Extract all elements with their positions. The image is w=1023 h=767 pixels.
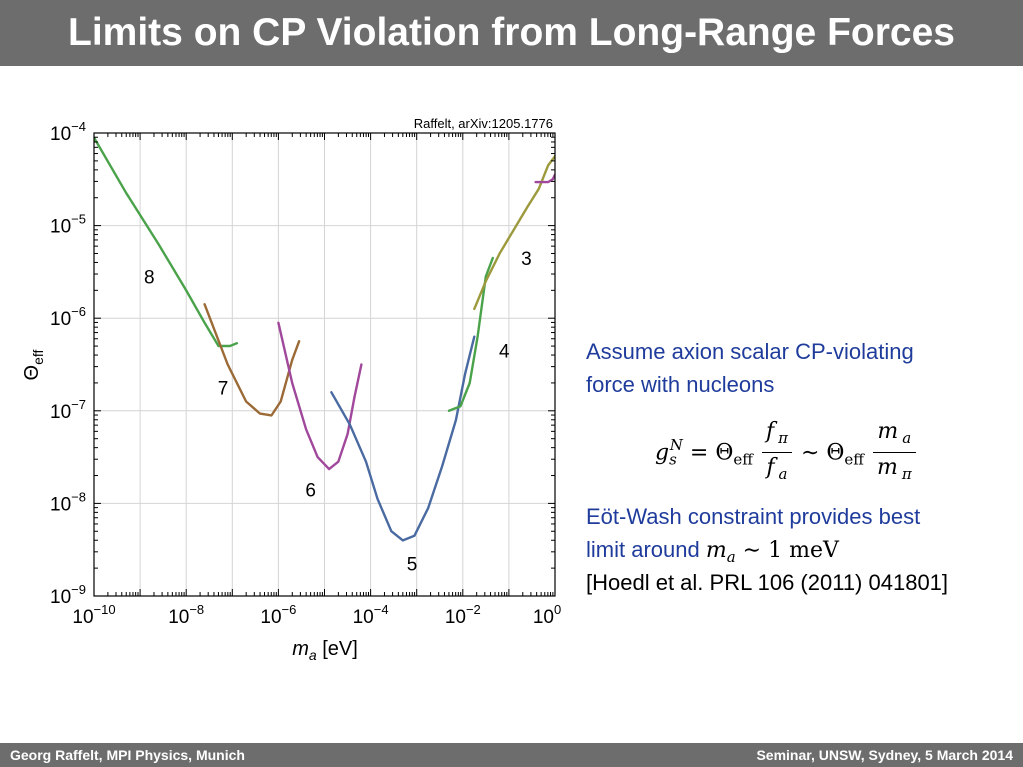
- x-tick-label: 10−4: [353, 602, 389, 628]
- assumption-line-2: force with nucleons: [586, 372, 775, 397]
- assumption-line-1: Assume axion scalar CP-violating: [586, 339, 914, 364]
- chart-source-label: Raffelt, arXiv:1205.1776: [414, 116, 553, 131]
- assumption-text: Assume axion scalar CP-violating force w…: [586, 335, 914, 401]
- x-tick-label: 10−6: [260, 602, 296, 628]
- y-axis-symbol: Θ: [21, 365, 43, 381]
- y-tick-label: 10−5: [50, 212, 86, 238]
- y-tick-label: 10−4: [50, 119, 86, 145]
- series-line-5: [330, 335, 476, 542]
- ma-meV: ma ∼ 1 meV: [705, 538, 839, 566]
- chart-labels: 10−10 10−8 10−6 10−4 10−2 100 10−4 10−5 10−6 10−7…: [50, 119, 561, 628]
- y-axis-label: Θeff: [21, 349, 46, 380]
- y-tick-label: 10−6: [50, 304, 86, 330]
- eotwash-line-2: limit around: [586, 537, 700, 562]
- eotwash-line-1: Eöt-Wash constraint provides best: [586, 504, 921, 529]
- series-label-5: 5: [407, 555, 418, 576]
- eotwash-text: Eöt-Wash constraint provides best limit …: [586, 500, 920, 574]
- y-tick-label: 10−8: [50, 489, 86, 515]
- x-tick-label: 10−8: [168, 602, 204, 628]
- x-tick-label: 10−2: [445, 602, 481, 628]
- y-axis-symbol-sub: eff: [30, 349, 46, 364]
- series-label-8: 8: [144, 268, 155, 289]
- y-tick-label: 10−7: [50, 397, 86, 423]
- slide-title: Limits on CP Violation from Long-Range F…: [68, 11, 955, 54]
- chart-series: [94, 136, 555, 542]
- reference-text: [Hoedl et al. PRL 106 (2011) 041801]: [586, 570, 949, 595]
- chart-grid: [94, 133, 555, 596]
- x-axis-symbol-sub: a: [309, 647, 317, 663]
- series-label-3: 3: [521, 249, 532, 270]
- y-tick-label: 10−9: [50, 582, 86, 608]
- series-line-4: [447, 256, 494, 412]
- series-line-6: [277, 321, 363, 471]
- chart-ticks: [93, 133, 555, 597]
- series-line-7: [203, 303, 301, 417]
- footer-left: Georg Raffelt, MPI Physics, Munich: [10, 747, 245, 763]
- series-label-6: 6: [305, 481, 316, 502]
- series-line-extra-6: [534, 173, 555, 184]
- slide-header: Limits on CP Violation from Long-Range F…: [0, 0, 1023, 66]
- series-label-7: 7: [218, 379, 229, 400]
- series-line-3: [473, 155, 555, 311]
- series-line-8: [94, 136, 239, 348]
- x-tick-label: 100: [533, 602, 561, 628]
- footer-right: Seminar, UNSW, Sydney, 5 March 2014: [756, 747, 1013, 763]
- series-label-4: 4: [499, 342, 510, 363]
- x-axis-unit: eV: [328, 638, 353, 660]
- x-axis-symbol: m: [292, 638, 309, 660]
- slide-footer: Georg Raffelt, MPI Physics, Munich Semin…: [0, 743, 1023, 767]
- x-tick-label: 10−10: [72, 602, 115, 628]
- x-axis-label: ma [eV]: [292, 638, 358, 663]
